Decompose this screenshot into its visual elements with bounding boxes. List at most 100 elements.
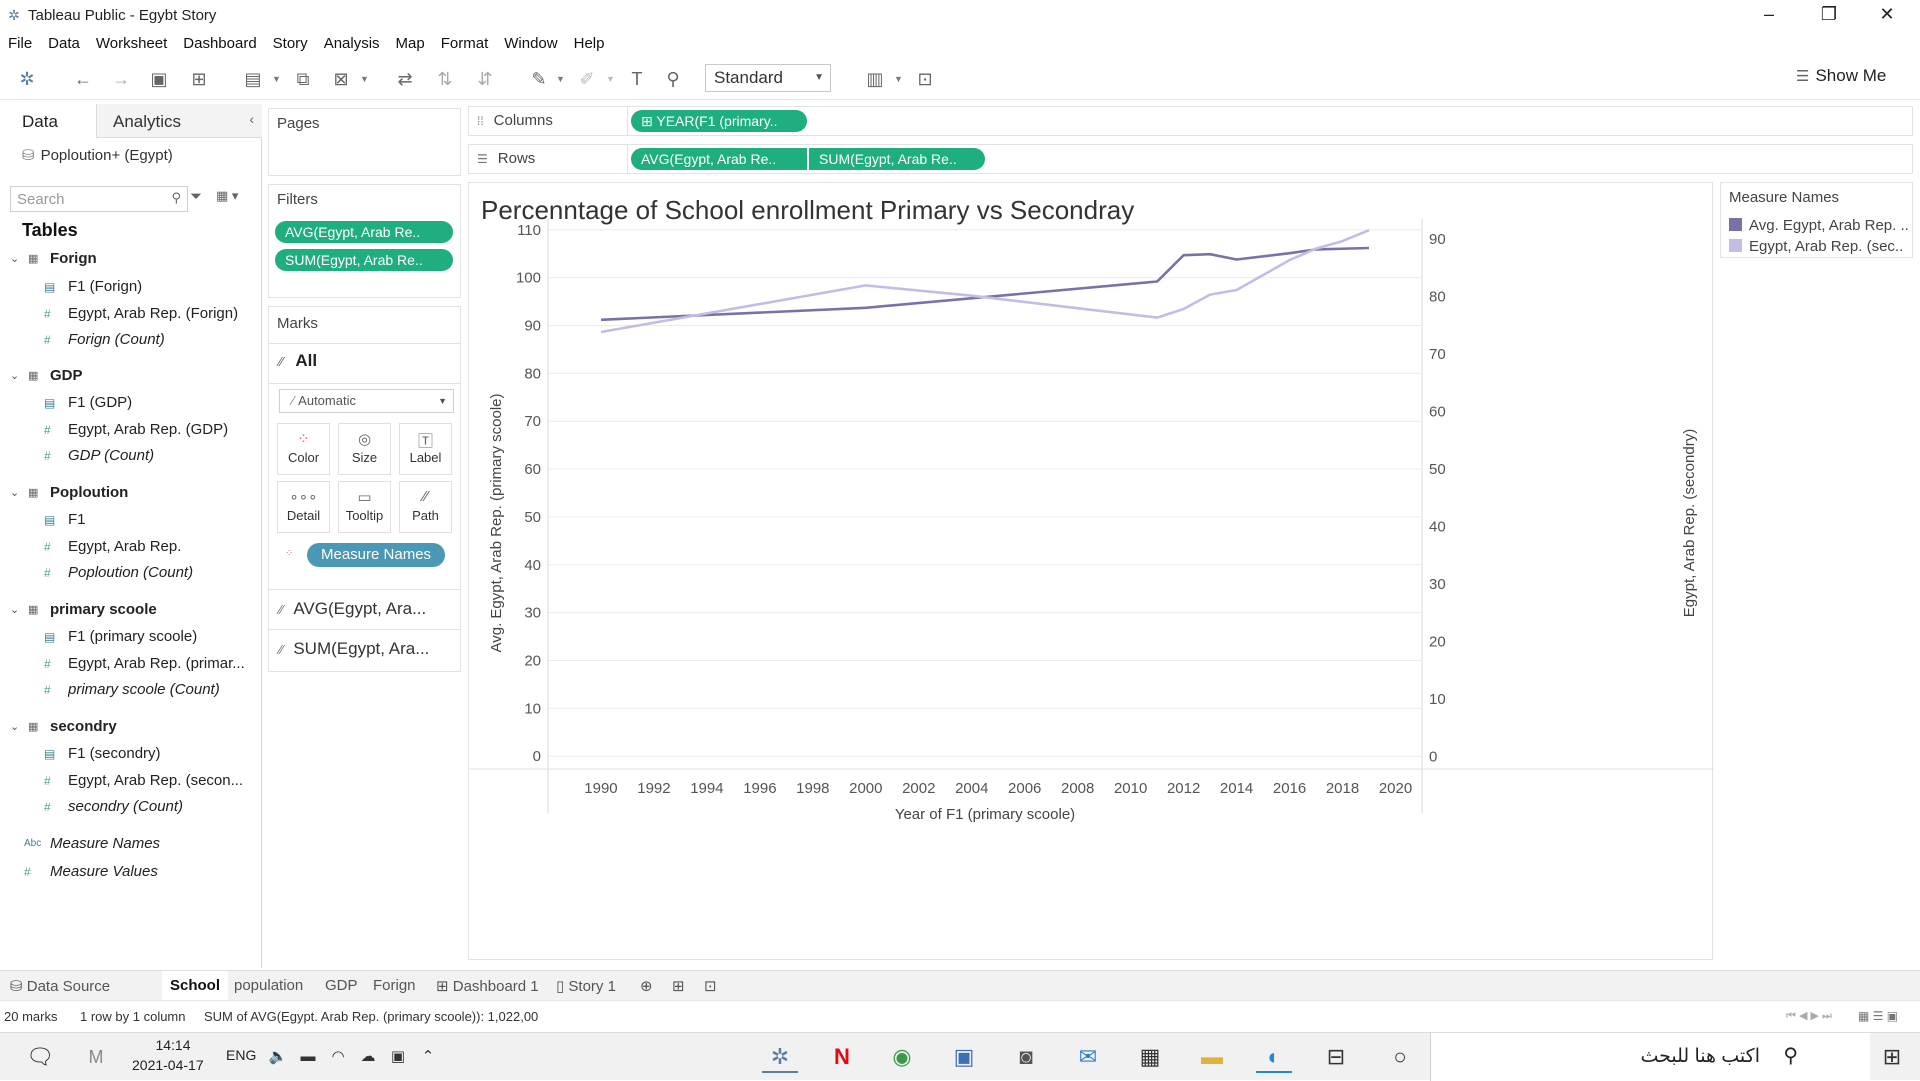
notifications-icon[interactable]: 🗨 bbox=[26, 1044, 54, 1069]
legend-item[interactable]: Avg. Egypt, Arab Rep. .. bbox=[1729, 217, 1909, 234]
rows-pill-sum[interactable]: SUM(Egypt, Arab Re.. bbox=[809, 148, 985, 170]
field-item[interactable]: # Egypt, Arab Rep. bbox=[0, 534, 262, 560]
menu-file[interactable]: File bbox=[8, 34, 33, 52]
wifi-icon[interactable]: ◠ bbox=[331, 1048, 345, 1065]
columns-pill-year[interactable]: ⊞ YEAR(F1 (primary.. bbox=[631, 110, 807, 132]
tab-gdp[interactable]: GDP bbox=[325, 977, 358, 994]
tray-app-icon[interactable]: M bbox=[88, 1047, 104, 1067]
new-dashboard-icon[interactable]: ⊞ bbox=[672, 978, 685, 995]
new-datasource-icon[interactable]: ⊞ bbox=[191, 69, 207, 89]
viz-area[interactable]: Percenntage of School enrollment Primary… bbox=[468, 182, 1714, 961]
tab-dashboard-1[interactable]: ⊞ Dashboard 1 bbox=[436, 977, 539, 995]
swap-rows-columns-icon[interactable]: ⇄ bbox=[397, 69, 413, 89]
measure-names-field[interactable]: Abc Measure Names bbox=[0, 831, 262, 857]
view-options-icon[interactable]: ▦ ▾ bbox=[216, 188, 239, 203]
duplicate-sheet-icon[interactable]: ⧉ bbox=[296, 69, 310, 89]
volume-icon[interactable]: 🔈 bbox=[268, 1048, 288, 1065]
windows-start-icon[interactable]: ⊞ bbox=[1882, 1044, 1902, 1069]
menu-format[interactable]: Format bbox=[440, 34, 489, 52]
field-item[interactable]: # Egypt, Arab Rep. (secon... bbox=[0, 768, 262, 794]
field-item[interactable]: # Forign (Count) bbox=[0, 327, 262, 353]
label-button[interactable]: 🅃 Label bbox=[399, 423, 452, 475]
task-view-icon[interactable]: ⊟ bbox=[1326, 1044, 1346, 1069]
sheet-nav-icon[interactable]: ⏮ ◀ ▶ ⏭ bbox=[1786, 1010, 1832, 1022]
show-me-button[interactable]: ☰ Show Me bbox=[1796, 66, 1886, 86]
fit-mode-dropdown[interactable]: Standard ▼ bbox=[705, 64, 831, 92]
field-item[interactable]: ▤ F1 bbox=[0, 507, 262, 533]
show-labels-icon[interactable]: T bbox=[631, 69, 643, 89]
tab-story-1[interactable]: ▯ Story 1 bbox=[556, 977, 616, 995]
store-icon[interactable]: ▦ bbox=[1139, 1044, 1161, 1069]
show-cards-dropdown-icon[interactable]: ▼ bbox=[894, 74, 903, 84]
clear-dropdown-icon[interactable]: ▼ bbox=[360, 74, 369, 84]
table-primary-scoole[interactable]: ⌄ ▦ primary scoole bbox=[0, 597, 262, 623]
field-item[interactable]: # secondry (Count) bbox=[0, 794, 262, 820]
chevron-down-icon[interactable]: ⌄ bbox=[10, 487, 20, 499]
menu-map[interactable]: Map bbox=[395, 34, 425, 52]
chevron-up-icon[interactable]: ⌃ bbox=[421, 1048, 435, 1065]
redo-icon[interactable]: → bbox=[112, 69, 130, 89]
tableau-logo-icon[interactable]: ✲ bbox=[19, 69, 35, 89]
pages-card[interactable]: Pages bbox=[268, 108, 461, 176]
tab-analytics[interactable]: Analytics ‹ bbox=[96, 104, 262, 138]
onedrive-icon[interactable]: ☁ bbox=[360, 1048, 376, 1065]
edge-icon[interactable]: ◐ bbox=[1256, 1041, 1292, 1073]
tab-data-source[interactable]: ⛁ Data Source bbox=[10, 977, 110, 995]
menu-story[interactable]: Story bbox=[272, 34, 308, 52]
filters-card[interactable]: Filters AVG(Egypt, Arab Re.. SUM(Egypt, … bbox=[268, 184, 461, 298]
undo-icon[interactable]: ← bbox=[74, 69, 92, 89]
menu-window[interactable]: Window bbox=[504, 34, 558, 52]
meet-now-icon[interactable]: ▣ bbox=[390, 1048, 406, 1065]
sort-ascending-icon[interactable]: ⇅ bbox=[437, 69, 453, 89]
field-item[interactable]: ▤ F1 (GDP) bbox=[0, 390, 262, 416]
presentation-mode-icon[interactable]: ⊡ bbox=[917, 69, 933, 89]
field-item[interactable]: ▤ F1 (secondry) bbox=[0, 741, 262, 767]
restore-button[interactable]: ❐ bbox=[1820, 4, 1838, 24]
file-explorer-icon[interactable]: ▬ bbox=[1201, 1044, 1223, 1069]
field-item[interactable]: ▤ F1 (primary scoole) bbox=[0, 624, 262, 650]
line-chart[interactable]: 0 10 20 30 40 50 60 70 80 90 100 110 0 10 20 30 40 50 60 70… bbox=[469, 183, 1714, 961]
tooltip-button[interactable]: ▭ Tooltip bbox=[338, 481, 391, 533]
field-item[interactable]: # Poploution (Count) bbox=[0, 560, 262, 586]
group-icon[interactable]: ✐ bbox=[579, 69, 595, 89]
new-story-icon[interactable]: ⊡ bbox=[704, 978, 717, 995]
marks-all-tab[interactable]: ⁄⁄ All bbox=[279, 351, 317, 371]
filter-pill-avg[interactable]: AVG(Egypt, Arab Re.. bbox=[275, 221, 453, 243]
chevron-down-icon[interactable]: ⌄ bbox=[10, 604, 20, 616]
close-button[interactable]: ✕ bbox=[1879, 4, 1895, 24]
table-gdp[interactable]: ⌄ ▦ GDP bbox=[0, 363, 262, 389]
menu-worksheet[interactable]: Worksheet bbox=[95, 34, 168, 52]
tab-forign[interactable]: Forign bbox=[373, 977, 416, 994]
marks-row-avg[interactable]: ⁄⁄ AVG(Egypt, Ara... bbox=[269, 589, 460, 627]
chevron-down-icon[interactable]: ⌄ bbox=[10, 370, 20, 382]
language-indicator[interactable]: ENG bbox=[226, 1047, 257, 1063]
tab-population[interactable]: population bbox=[234, 977, 304, 994]
show-cards-icon[interactable]: ▥ bbox=[866, 69, 884, 89]
new-worksheet-icon[interactable]: ▤ bbox=[244, 69, 262, 89]
field-item[interactable]: ▤ F1 (Forign) bbox=[0, 274, 262, 300]
size-button[interactable]: ◎ Size bbox=[338, 423, 391, 475]
collapse-pane-icon[interactable]: ‹ bbox=[249, 111, 254, 127]
new-worksheet-icon[interactable]: ⊕ bbox=[640, 978, 653, 995]
legend-item[interactable]: Egypt, Arab Rep. (sec.. bbox=[1729, 238, 1909, 255]
chevron-down-icon[interactable]: ⌄ bbox=[10, 253, 20, 265]
menu-data[interactable]: Data bbox=[48, 34, 80, 52]
filter-fields-icon[interactable]: ⏷ bbox=[190, 188, 203, 205]
field-item[interactable]: # primary scoole (Count) bbox=[0, 677, 262, 703]
columns-shelf[interactable]: ⁞⁞ Columns ⊞ YEAR(F1 (primary.. bbox=[468, 106, 1913, 136]
cortana-icon[interactable]: ○ bbox=[1393, 1044, 1407, 1069]
color-button[interactable]: ⁘ Color bbox=[277, 423, 330, 475]
path-button[interactable]: ⁄⁄ Path bbox=[399, 481, 452, 533]
marks-row-sum[interactable]: ⁄⁄ SUM(Egypt, Ara... bbox=[269, 629, 460, 667]
rows-shelf[interactable]: ☰ Rows AVG(Egypt, Arab Re.. SUM(Egypt, Ar… bbox=[468, 144, 1913, 174]
sort-descending-icon[interactable]: ⇵ bbox=[477, 69, 493, 89]
datasource-item[interactable]: ⛁ Poploution+ (Egypt) bbox=[22, 146, 173, 164]
menu-analysis[interactable]: Analysis bbox=[323, 34, 380, 52]
detail-button[interactable]: ∘∘∘ Detail bbox=[277, 481, 330, 533]
tab-school[interactable]: School bbox=[162, 971, 229, 1001]
chrome-icon[interactable]: ◉ bbox=[892, 1044, 912, 1069]
group-dropdown-icon[interactable]: ▼ bbox=[606, 74, 615, 84]
rows-pill-avg[interactable]: AVG(Egypt, Arab Re.. bbox=[631, 148, 807, 170]
tableau-taskbar-icon[interactable]: ✲ bbox=[762, 1041, 798, 1073]
table-forign[interactable]: ⌄ ▦ Forign bbox=[0, 246, 262, 272]
